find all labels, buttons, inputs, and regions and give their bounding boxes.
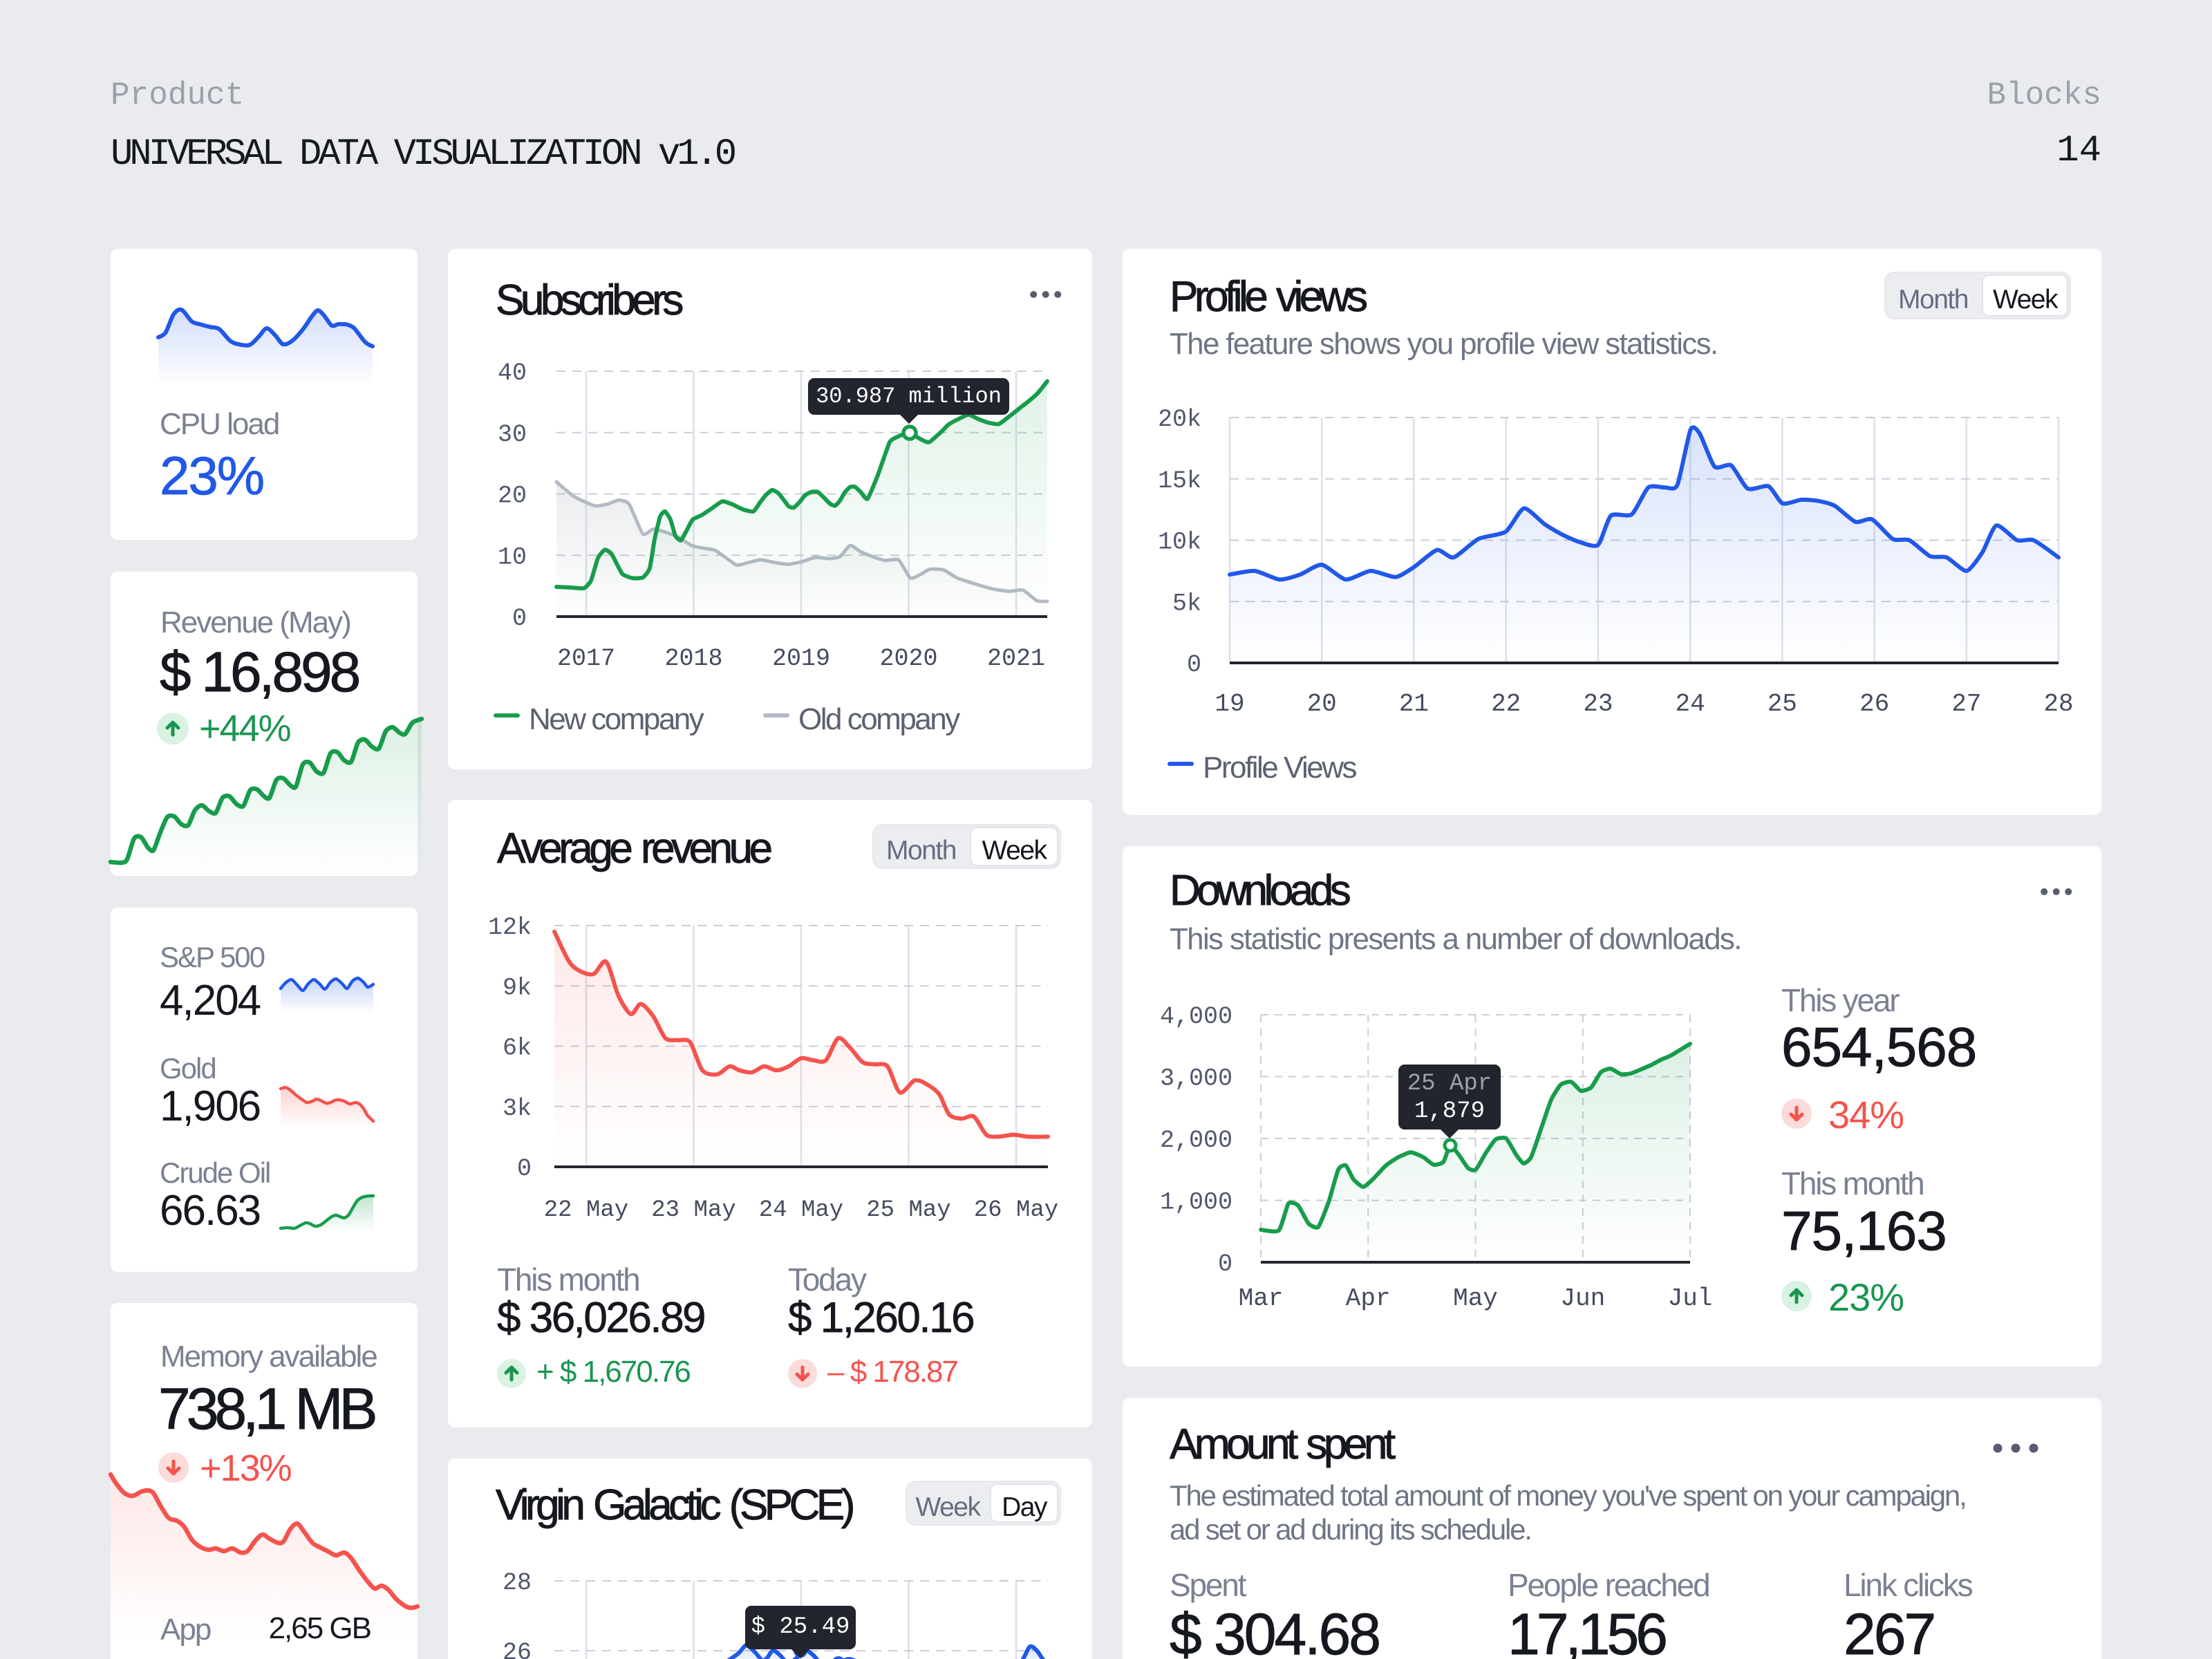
svg-text:2,000: 2,000: [1160, 1127, 1232, 1154]
svg-text:26: 26: [503, 1639, 532, 1659]
svg-text:6k: 6k: [503, 1035, 532, 1062]
svg-text:0: 0: [517, 1155, 532, 1183]
svg-text:19: 19: [1215, 690, 1244, 718]
svg-text:20: 20: [498, 482, 527, 510]
svg-text:3,000: 3,000: [1160, 1065, 1232, 1093]
svg-text:20: 20: [1307, 690, 1337, 718]
svg-text:12k: 12k: [488, 914, 532, 941]
svg-text:15k: 15k: [1158, 467, 1201, 495]
svg-text:26: 26: [1859, 690, 1889, 718]
svg-text:9k: 9k: [503, 974, 532, 1002]
svg-text:26 May: 26 May: [974, 1197, 1058, 1224]
svg-text:27: 27: [1951, 690, 1981, 718]
svg-text:2020: 2020: [879, 645, 937, 673]
svg-text:10: 10: [498, 543, 527, 571]
svg-text:30: 30: [498, 421, 527, 449]
svg-text:40: 40: [498, 359, 527, 387]
svg-text:2021: 2021: [987, 645, 1045, 673]
svg-text:0: 0: [1187, 651, 1201, 679]
svg-text:Jul: Jul: [1668, 1284, 1713, 1313]
svg-text:1,000: 1,000: [1160, 1189, 1232, 1217]
svg-text:25: 25: [1768, 690, 1797, 718]
svg-text:28: 28: [503, 1569, 532, 1597]
svg-text:23 May: 23 May: [651, 1197, 735, 1224]
svg-text:22 May: 22 May: [544, 1197, 628, 1224]
svg-text:24 May: 24 May: [759, 1197, 843, 1224]
svg-text:May: May: [1453, 1284, 1498, 1313]
svg-text:25 May: 25 May: [866, 1197, 950, 1224]
svg-text:2019: 2019: [772, 645, 830, 673]
svg-text:2017: 2017: [557, 645, 615, 673]
svg-text:3k: 3k: [503, 1095, 532, 1123]
svg-text:21: 21: [1399, 690, 1429, 718]
svg-text:2018: 2018: [664, 645, 722, 673]
svg-text:10k: 10k: [1158, 529, 1201, 556]
svg-text:5k: 5k: [1172, 590, 1201, 617]
svg-text:22: 22: [1491, 690, 1521, 718]
svg-text:Apr: Apr: [1346, 1284, 1391, 1313]
svg-text:0: 0: [1218, 1250, 1232, 1278]
svg-text:Jun: Jun: [1560, 1284, 1605, 1313]
svg-text:24: 24: [1675, 690, 1705, 718]
svg-text:Mar: Mar: [1239, 1284, 1284, 1313]
svg-text:23: 23: [1583, 690, 1613, 718]
svg-text:28: 28: [2043, 690, 2073, 718]
svg-text:4,000: 4,000: [1160, 1003, 1232, 1031]
svg-text:0: 0: [512, 605, 527, 632]
svg-text:20k: 20k: [1158, 406, 1201, 433]
